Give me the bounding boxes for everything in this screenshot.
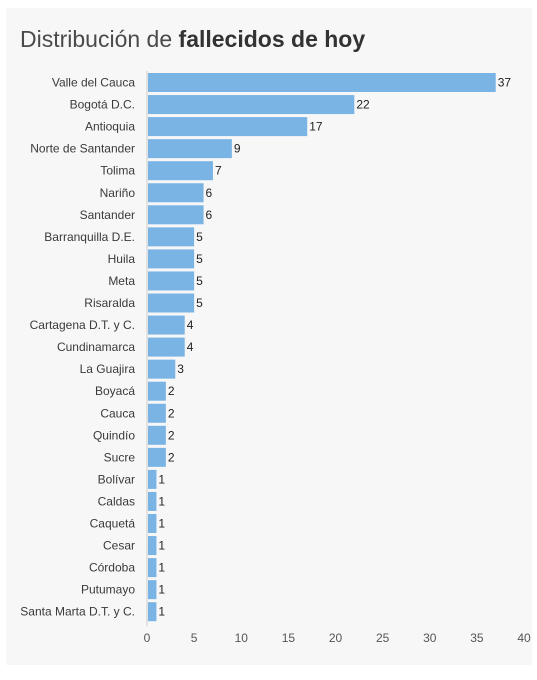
value-label: 5 [196,274,203,288]
bar [148,602,157,622]
value-label: 2 [168,406,175,420]
bar [148,359,176,379]
category-label: Caldas [98,494,135,508]
x-tick-label: 15 [282,631,296,645]
category-label: Nariño [100,186,136,200]
bar [148,95,355,115]
x-tick-label: 40 [517,631,531,645]
value-label: 6 [206,208,213,222]
bar [148,514,157,533]
category-label: Córdoba [89,561,135,575]
bar [148,491,157,511]
value-label: 1 [158,605,165,619]
bar [148,425,166,445]
bar [148,183,204,203]
x-tick-label: 25 [376,631,390,645]
value-label: 1 [158,561,165,575]
value-label: 17 [309,120,323,134]
category-label: Caquetá [90,517,136,531]
bar [148,139,232,159]
value-label: 2 [168,384,175,398]
category-label: Cundinamarca [57,340,135,354]
value-label: 1 [158,539,165,553]
category-label: Santa Marta D.T. y C. [20,605,135,619]
bar [148,337,185,357]
value-label: 6 [206,186,213,200]
chart-title-bold: fallecidos de hoy [178,26,366,52]
bar [148,315,185,335]
category-label: Barranquilla D.E. [44,230,135,244]
value-label: 5 [196,230,203,244]
value-label: 1 [158,517,165,531]
bar [148,403,166,423]
bar [148,469,157,489]
bar [148,205,204,225]
value-label: 9 [234,142,241,156]
value-label: 7 [215,164,222,178]
category-label: Bogotá D.C. [70,98,135,112]
category-label: Meta [108,274,135,288]
category-label: Quindío [93,428,135,442]
x-tick-label: 20 [329,631,343,645]
category-label: Risaralda [84,296,135,310]
value-label: 4 [187,340,194,354]
value-label: 1 [158,494,165,508]
bar [148,536,157,556]
value-label: 5 [196,296,203,310]
value-label: 2 [168,450,175,464]
bar [148,381,166,401]
category-label: Santander [80,208,135,222]
value-label: 22 [356,98,370,112]
chart-title-regular: Distribución de [20,26,179,52]
category-label: La Guajira [80,362,136,376]
x-tick-label: 35 [470,631,484,645]
x-tick-label: 30 [423,631,437,645]
category-label: Sucre [104,450,136,464]
category-label: Boyacá [95,384,135,398]
x-tick-label: 10 [235,631,249,645]
value-label: 1 [158,583,165,597]
category-label: Valle del Cauca [52,76,135,90]
value-label: 3 [177,362,184,376]
value-label: 4 [187,318,194,332]
bar [148,161,213,181]
value-label: 1 [158,472,165,486]
bar [148,117,308,137]
bar [148,73,496,92]
category-label: Tolima [100,164,135,178]
bar [148,249,195,269]
x-tick-label: 0 [144,631,151,645]
category-label: Antioquia [85,120,135,134]
bar [148,293,195,313]
bar [148,227,195,247]
category-label: Cauca [100,406,135,420]
category-label: Huila [108,252,136,266]
bar [148,271,195,291]
category-label: Cartagena D.T. y C. [30,318,135,332]
x-tick-label: 5 [191,631,198,645]
bar [148,580,157,600]
category-label: Putumayo [81,583,135,597]
bar [148,447,166,467]
value-label: 37 [498,76,512,90]
category-label: Norte de Santander [30,142,135,156]
value-label: 2 [168,428,175,442]
bar [148,558,157,578]
category-label: Cesar [103,539,135,553]
category-label: Bolívar [98,472,135,486]
chart-title: Distribución de fallecidos de hoy [20,26,365,53]
value-label: 5 [196,252,203,266]
